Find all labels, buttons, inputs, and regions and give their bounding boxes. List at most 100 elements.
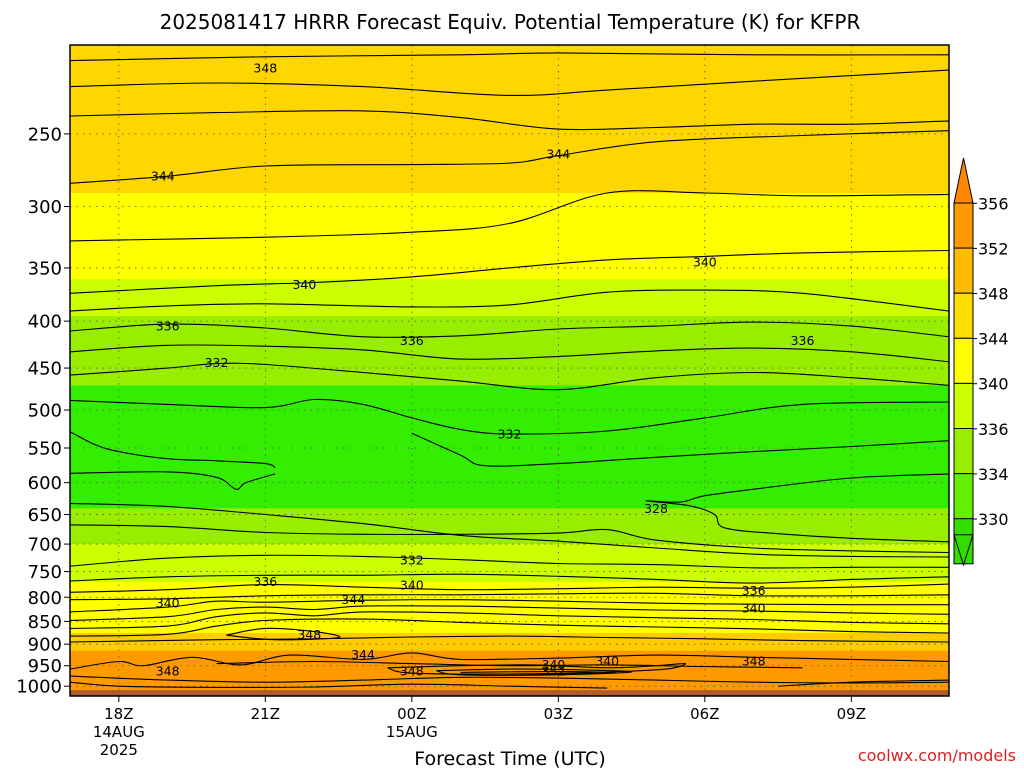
contour-line (70, 618, 949, 637)
contour-line (70, 69, 949, 97)
colorbar-label: 336 (978, 420, 1009, 439)
x-tick-label: 18Z (104, 705, 133, 723)
colorbar-label: 344 (978, 330, 1009, 349)
contour-label-text: 352 (542, 664, 566, 679)
contour-label: 344 (151, 169, 175, 184)
x-tick-label: 14AUG (93, 723, 145, 741)
contour-line (70, 524, 949, 554)
y-tick-label: 700 (28, 535, 62, 556)
contour-line (70, 289, 949, 312)
contour-label-text: 344 (351, 647, 375, 662)
contour-label: 352 (542, 664, 566, 679)
gridlines (70, 45, 949, 696)
x-tick-label: 00Z (397, 705, 426, 723)
contour-line (70, 110, 949, 131)
x-axis-label: Forecast Time (UTC) (414, 748, 605, 768)
contour-line (70, 130, 949, 184)
fill-band (70, 279, 949, 317)
y-tick-label: 850 (28, 612, 62, 633)
y-tick-label: 300 (28, 197, 62, 218)
contour-label: 344 (341, 592, 365, 607)
colorbar-segment (953, 428, 974, 475)
colorbar: 330 334 336 340 344 348 352 356 (953, 157, 1009, 567)
contour-label: 348 (742, 654, 766, 669)
contour-line (778, 679, 949, 687)
y-tick-label: 900 (28, 635, 62, 656)
colorbar-segment (953, 292, 974, 339)
contour-line (70, 605, 949, 622)
contour-label-text: 332 (205, 355, 229, 370)
contour-line (216, 660, 803, 669)
contour-label: 340 (400, 578, 424, 593)
colorbar-segment (953, 382, 974, 429)
contour-line (70, 431, 276, 469)
contour-label: 348 (253, 61, 277, 76)
y-tick-label: 600 (28, 473, 62, 494)
colorbar-label: 352 (978, 239, 1009, 258)
contour-label-text: 340 (292, 277, 316, 292)
x-tick-label: 15AUG (386, 723, 438, 741)
y-tick-label: 450 (28, 359, 62, 380)
contour-label: 340 (542, 657, 566, 672)
plot-frame (69, 44, 950, 697)
y-tick-label: 400 (28, 312, 62, 333)
colorbar-segment (953, 473, 974, 520)
colorbar-segment (953, 202, 974, 249)
contour-label-text: 336 (156, 319, 180, 334)
y-tick-label: 350 (28, 258, 62, 279)
contour-label: 348 (400, 664, 424, 679)
y-tick-label: 750 (28, 562, 62, 583)
colorbar-label: 340 (978, 375, 1009, 394)
contour-line (70, 321, 949, 338)
y-tick-label: 500 (28, 401, 62, 422)
contour-label: 336 (791, 333, 815, 348)
contour-line (70, 611, 949, 629)
fill-band (70, 45, 949, 194)
contour-label-text: 344 (546, 147, 570, 162)
y-tick-label: 800 (28, 588, 62, 609)
contour-label-text: 344 (341, 592, 365, 607)
contour-label: 340 (742, 601, 766, 616)
contour-line (70, 681, 608, 689)
contour-line (436, 668, 633, 676)
contour-line (70, 190, 949, 242)
y-tick-label: 550 (28, 438, 62, 459)
contour-line (70, 52, 949, 62)
contour-label-text: 336 (400, 333, 424, 348)
contour-line (70, 652, 949, 670)
contour-label-text: 336 (253, 574, 277, 589)
colorbar-low-arrow (953, 534, 974, 567)
y-tick-label: 650 (28, 505, 62, 526)
colorbar-label: 330 (978, 510, 1009, 529)
colorbar-segment (953, 337, 974, 384)
contour-label-text: 344 (151, 169, 175, 184)
contour-label-text: 340 (693, 255, 717, 270)
contour-label: 332 (400, 553, 424, 568)
contour-label: 336 (400, 333, 424, 348)
contour-label: 328 (644, 501, 668, 516)
contour-line (70, 362, 949, 391)
y-tick-label: 950 (28, 656, 62, 677)
y-tick-label: 1000 (16, 677, 62, 698)
x-tick-label: 06Z (690, 705, 719, 723)
contour-label-text: 348 (297, 627, 321, 642)
contour-label-text: 340 (156, 596, 180, 611)
contour-label: 344 (351, 647, 375, 662)
color-fill-bands (70, 45, 949, 696)
contour-label: 336 (156, 319, 180, 334)
fill-band (70, 582, 949, 634)
contour-label: 348 (297, 627, 321, 642)
contour-line (70, 502, 949, 558)
contour-labels: 348 344 344 340 340 336 336 336 332 332 328 332 336 3… (151, 61, 815, 679)
x-tick-label: 21Z (251, 705, 280, 723)
y-axis: 2503003504004505005506006507007508008509… (16, 124, 70, 698)
contour-label-text: 336 (791, 333, 815, 348)
contour-label: 332 (498, 426, 522, 441)
contour-label-text: 336 (742, 583, 766, 598)
y-tick-label: 250 (28, 124, 62, 145)
contour-label: 340 (693, 255, 717, 270)
fill-band (70, 690, 949, 696)
contour-label: 348 (156, 664, 180, 679)
